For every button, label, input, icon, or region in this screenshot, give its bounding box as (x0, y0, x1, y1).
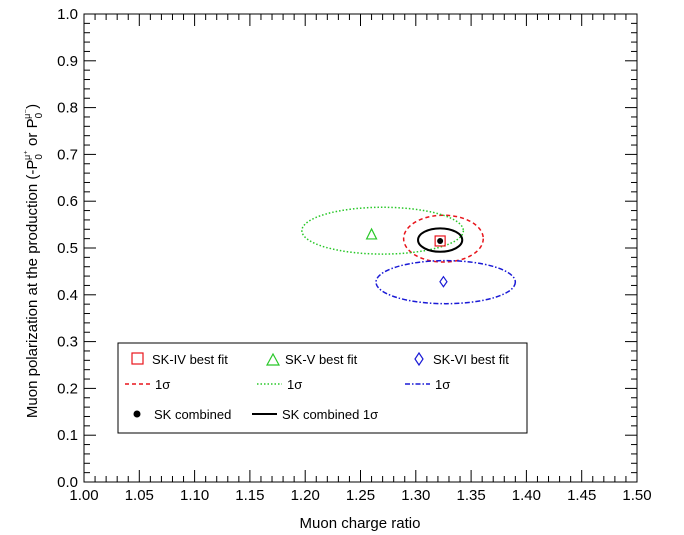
contour-3 (417, 227, 464, 253)
x-axis-title: Muon charge ratio (300, 515, 421, 532)
legend-sk5-triangle-icon (265, 352, 281, 366)
legend-combined-contour-label: SK combined 1σ (282, 407, 378, 422)
x-tick-label: 1.25 (346, 487, 375, 504)
y-tick-label: 0.8 (57, 100, 78, 117)
legend-box (117, 342, 528, 434)
contour-1 (301, 206, 465, 255)
contour-0 (402, 214, 485, 263)
legend-sk6-label: SK-VI best fit (433, 352, 509, 367)
marker-triangle (365, 227, 378, 240)
y-tick-label: 0.3 (57, 334, 78, 351)
x-tick-label: 1.45 (567, 487, 596, 504)
y-tick-label: 1.0 (57, 6, 78, 23)
marker-diamond (439, 275, 448, 288)
x-tick-label: 1.30 (401, 487, 430, 504)
legend-sk4-contour-label: 1σ (155, 377, 170, 392)
x-tick-label: 1.40 (512, 487, 541, 504)
x-tick-label: 1.00 (69, 487, 98, 504)
y-tick-label: 0.7 (57, 146, 78, 163)
legend-sk4-label: SK-IV best fit (152, 352, 228, 367)
legend-combined-dot-icon (133, 410, 141, 418)
marker-dot (437, 237, 444, 244)
marker-square (434, 235, 446, 247)
y-tick-label: 0.5 (57, 240, 78, 257)
y-tick-label: 0.9 (57, 53, 78, 70)
legend: SK-IV best fit SK-V best fit SK-VI best … (117, 342, 528, 434)
y-tick-label: 0.4 (57, 287, 78, 304)
x-tick-label: 1.05 (125, 487, 154, 504)
y-tick-label: 0.2 (57, 380, 78, 397)
legend-sk4-square-icon (131, 352, 144, 365)
x-tick-label: 1.50 (622, 487, 651, 504)
y-axis-title: Muon polarization at the production (-P0… (22, 104, 45, 418)
contour-2 (375, 259, 517, 305)
x-tick-label: 1.10 (180, 487, 209, 504)
y-tick-label: 0.6 (57, 193, 78, 210)
y-tick-label: 0.1 (57, 427, 78, 444)
y-tick-label: 0.0 (57, 474, 78, 491)
legend-sk5-contour-label: 1σ (287, 377, 302, 392)
x-tick-label: 1.35 (456, 487, 485, 504)
legend-sk6-contour-label: 1σ (435, 377, 450, 392)
x-tick-label: 1.15 (235, 487, 264, 504)
legend-sk6-diamond-icon (414, 351, 424, 367)
legend-sk5-label: SK-V best fit (285, 352, 358, 367)
legend-combined-label: SK combined (154, 407, 231, 422)
x-tick-label: 1.20 (291, 487, 320, 504)
